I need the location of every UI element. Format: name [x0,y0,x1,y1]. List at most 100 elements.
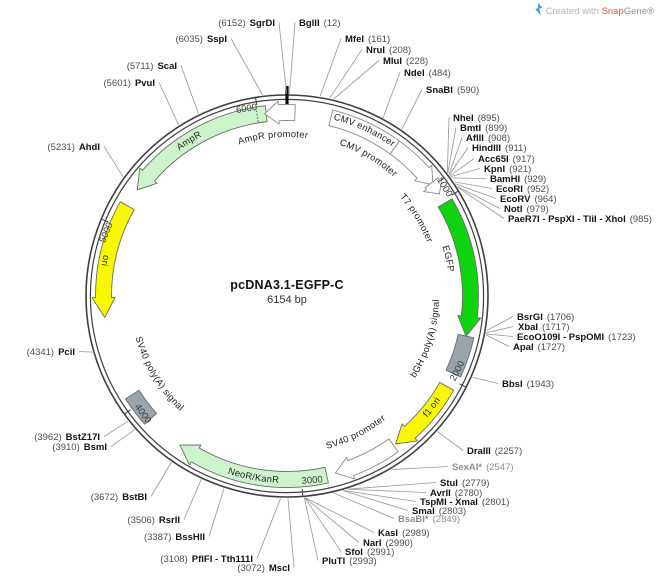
enzyme-label-text[interactable]: XbaI (1717) [518,322,570,333]
enzyme-label-PvuI[interactable]: (5601) PvuI [103,78,155,89]
enzyme-label-RsrII[interactable]: (3506) RsrII [127,515,180,526]
enzyme-label-BstZ17I[interactable]: (3962) BstZ17I [34,432,100,443]
enzyme-label-text[interactable]: BbsI (1943) [502,379,554,390]
feature-shape-f1-ori[interactable] [395,381,455,445]
enzyme-label-text[interactable]: NarI (2990) [363,538,413,549]
enzyme-label-PaeR7I-PspXI-TliI-XhoI[interactable]: PaeR7I - PspXI - TliI - XhoI (985) [508,214,652,225]
enzyme-label-text[interactable]: (3672) BstBI [91,492,147,503]
enzyme-label-text[interactable]: PluTI (2993) [322,556,377,567]
enzyme-label-MfeI[interactable]: MfeI (161) [345,34,390,45]
feature-shape-ori[interactable] [91,201,135,318]
feature-label-ampr-promoter[interactable]: AmpR promoter [237,129,309,146]
feature-cmv-promoter[interactable] [389,140,434,186]
enzyme-label-BsaBI-[interactable]: BsaBI* (2849) [398,514,460,525]
enzyme-label-text[interactable]: (6035) SspI [175,34,227,45]
enzyme-label-PluTI[interactable]: PluTI (2993) [322,556,377,567]
enzyme-label-SfoI[interactable]: SfoI (2991) [345,547,394,558]
enzyme-label-text[interactable]: BsrGI (1706) [517,312,574,323]
enzyme-label-text[interactable]: NheI (895) [453,113,500,124]
enzyme-label-SspI[interactable]: (6035) SspI [175,34,227,45]
feature-shape-ampr[interactable] [136,105,268,191]
enzyme-label-text[interactable]: NotI (979) [504,204,549,215]
enzyme-label-text[interactable]: (5711) ScaI [127,61,177,72]
enzyme-label-KasI[interactable]: KasI (2989) [378,528,430,539]
enzyme-label-SmaI[interactable]: SmaI (2803) [412,506,466,517]
enzyme-label-text[interactable]: (3910) BsmI [52,442,107,453]
enzyme-label-text[interactable]: MfeI (161) [345,34,390,45]
enzyme-label-text[interactable]: (3387) BssHII [144,532,205,543]
feature-shape-egfp[interactable] [437,198,482,337]
enzyme-label-BstBI[interactable]: (3672) BstBI [91,492,147,503]
feature-ori[interactable] [91,201,135,318]
feature-label-egfp[interactable]: EGFP [440,244,456,272]
enzyme-label-BmtI[interactable]: BmtI (899) [460,123,507,134]
enzyme-label-text[interactable]: DraIII (2257) [467,446,522,457]
enzyme-label-EcoRI[interactable]: EcoRI (952) [496,184,549,195]
enzyme-label-ApaI[interactable]: ApaI (1727) [513,342,565,353]
enzyme-label-AvrII[interactable]: AvrII (2780) [430,488,482,499]
enzyme-label-EcoRV[interactable]: EcoRV (964) [500,194,557,205]
enzyme-label-MscI[interactable]: (3072) MscI [237,563,290,574]
enzyme-label-text[interactable]: SnaBI (590) [426,85,479,96]
enzyme-label-text[interactable]: NdeI (484) [404,68,451,79]
feature-label-sv40-promoter[interactable]: SV40 promoter [325,413,387,451]
feature-shape-bgh-polya[interactable] [445,333,475,378]
enzyme-label-DraIII[interactable]: DraIII (2257) [467,446,522,457]
enzyme-label-text[interactable]: BsaBI* (2849) [398,514,460,525]
feature-shape-t7-promoter[interactable] [423,177,443,195]
enzyme-label-text[interactable]: ApaI (1727) [513,342,565,353]
enzyme-label-text[interactable]: EcoRI (952) [496,184,549,195]
enzyme-label-text[interactable]: (3108) PflFI - Tth111I [160,554,253,565]
enzyme-label-BamHI[interactable]: BamHI (929) [490,174,546,185]
enzyme-label-text[interactable]: AflII (908) [466,133,510,144]
feature-ampr-promoter[interactable] [264,100,296,125]
enzyme-label-PflFI-Tth111I[interactable]: (3108) PflFI - Tth111I [160,554,253,565]
enzyme-label-text[interactable]: EcoO109I - PspOMI (1723) [517,332,636,343]
enzyme-label-text[interactable]: KasI (2989) [378,528,430,539]
feature-shape-sv40-promoter[interactable] [334,438,399,480]
enzyme-label-text[interactable]: MluI (228) [383,56,428,67]
feature-bgh-polya[interactable] [445,333,475,378]
enzyme-label-BglII[interactable]: BglII (12) [299,18,341,29]
enzyme-label-NarI[interactable]: NarI (2990) [363,538,413,549]
feature-neor-kanr[interactable] [179,444,329,488]
feature-shape-sv40-polya[interactable] [125,389,158,425]
enzyme-label-XbaI[interactable]: XbaI (1717) [518,322,570,333]
enzyme-label-SnaBI[interactable]: SnaBI (590) [426,85,479,96]
enzyme-label-text[interactable]: (5231) AhdI [47,142,100,153]
enzyme-label-StuI[interactable]: StuI (2779) [440,478,489,489]
enzyme-label-text[interactable]: EcoRV (964) [500,194,557,205]
enzyme-label-text[interactable]: TspMI - XmaI (2801) [420,497,509,508]
enzyme-label-text[interactable]: (3072) MscI [237,563,290,574]
enzyme-label-PciI[interactable]: (4341) PciI [27,347,75,358]
enzyme-label-text[interactable]: SfoI (2991) [345,547,394,558]
enzyme-label-text[interactable]: SmaI (2803) [412,506,466,517]
enzyme-label-text[interactable]: StuI (2779) [440,478,489,489]
feature-f1-ori[interactable] [395,381,455,445]
enzyme-label-AhdI[interactable]: (5231) AhdI [47,142,100,153]
enzyme-label-MluI[interactable]: MluI (228) [383,56,428,67]
enzyme-label-text[interactable]: (3506) RsrII [127,515,180,526]
enzyme-label-NotI[interactable]: NotI (979) [504,204,549,215]
enzyme-label-text[interactable]: NruI (208) [366,45,411,56]
enzyme-label-AflII[interactable]: AflII (908) [466,133,510,144]
feature-sv40-polya[interactable] [125,389,158,425]
enzyme-label-SexAI-[interactable]: SexAI* (2547) [452,462,514,473]
enzyme-label-ScaI[interactable]: (5711) ScaI [127,61,177,72]
feature-sv40-promoter[interactable] [334,438,399,480]
enzyme-label-text[interactable]: PaeR7I - PspXI - TliI - XhoI (985) [508,214,652,225]
feature-egfp[interactable] [437,198,482,337]
enzyme-label-BsmI[interactable]: (3910) BsmI [52,442,107,453]
feature-t7-promoter[interactable] [423,177,443,195]
feature-label-ori[interactable]: ori [99,254,111,267]
enzyme-label-text[interactable]: KpnI (921) [484,164,531,175]
feature-shape-neor-kanr[interactable] [179,444,329,488]
enzyme-label-text[interactable]: HindIII (911) [472,143,527,154]
enzyme-label-text[interactable]: BglII (12) [299,18,341,29]
feature-label-t7-promoter[interactable]: T7 promoter [398,192,435,244]
enzyme-label-BssHII[interactable]: (3387) BssHII [144,532,205,543]
enzyme-label-text[interactable]: (3962) BstZ17I [34,432,100,443]
enzyme-label-text[interactable]: BmtI (899) [460,123,507,134]
enzyme-label-SgrDI[interactable]: (6152) SgrDI [218,18,275,29]
enzyme-label-text[interactable]: (5601) PvuI [103,78,155,89]
